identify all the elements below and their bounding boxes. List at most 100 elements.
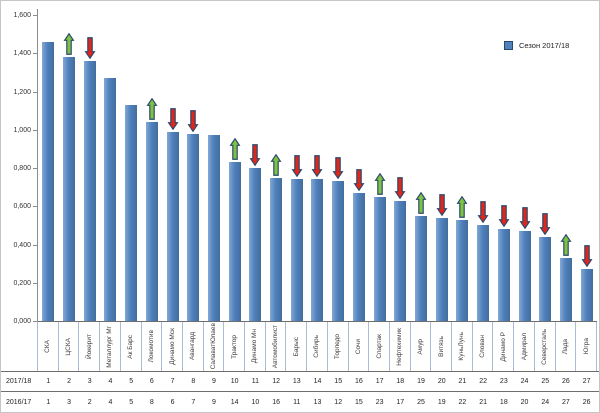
bar-column: [493, 1, 514, 321]
category-label: Йокерит: [85, 333, 93, 360]
rank-cell: 23: [375, 398, 384, 406]
category-label: Нефтехимик: [396, 327, 404, 366]
category-cell: Югра: [576, 322, 597, 371]
category-cell: Северсталь: [535, 322, 556, 371]
up-arrow-icon: [146, 98, 158, 120]
category-cell: КуньЛунь: [452, 322, 473, 371]
up-arrow-icon: [456, 196, 468, 218]
bar-column: [100, 1, 121, 321]
category-label: КуньЛунь: [458, 332, 466, 361]
rank-cell: 8: [191, 378, 196, 385]
category-cell: Ак Барс: [121, 322, 142, 371]
category-label: ЦСКА: [65, 337, 73, 356]
bar: [83, 61, 96, 321]
bar-column: [204, 1, 225, 321]
bar-column: [121, 1, 142, 321]
rank-cell: 2: [87, 398, 92, 406]
rank-cell: 4: [108, 398, 113, 406]
rank-cell: 13: [313, 398, 322, 406]
y-tick-label: 1,400: [13, 50, 31, 58]
y-tick-label: 1,000: [13, 126, 31, 134]
down-arrow-icon: [581, 245, 593, 267]
bar-column: [369, 1, 390, 321]
category-label: Сибирь: [313, 335, 321, 358]
down-arrow-icon: [332, 157, 344, 179]
category-label: Слован: [479, 335, 487, 358]
category-cell: Слован: [473, 322, 494, 371]
category-cell: Спартак: [369, 322, 390, 371]
rank-cell: 10: [251, 398, 260, 406]
category-cell: Трактор: [224, 322, 246, 371]
rank-cell: 27: [582, 378, 591, 385]
bar: [373, 197, 386, 321]
category-label: Динамо Р: [499, 331, 507, 362]
category-cell: Автомобилист: [266, 322, 287, 371]
y-tick-label: 0,200: [13, 279, 31, 287]
bar-column: [535, 1, 556, 321]
category-label: Адмирал: [520, 332, 528, 361]
category-label: СКА: [44, 340, 52, 353]
y-tick-mark: [33, 91, 37, 93]
y-tick-mark: [33, 129, 37, 131]
rank-cell: 19: [437, 398, 446, 406]
up-arrow-icon: [415, 192, 427, 214]
bar: [477, 225, 490, 321]
y-axis: 1,600 1,400 1,200 1,000 0,800 0,600 0,400 0,200…: [1, 1, 37, 412]
category-cell: Лада: [556, 322, 577, 371]
bar-column: [79, 1, 100, 321]
bar-column: [245, 1, 266, 321]
rank-cell: 13: [292, 378, 301, 385]
category-cell: Металлург Мг: [100, 322, 121, 371]
down-arrow-icon: [498, 205, 510, 227]
bar: [415, 216, 427, 321]
down-arrow-icon: [394, 177, 406, 199]
rank-cell: 25: [541, 378, 550, 385]
rank-cell: 3: [87, 378, 92, 385]
down-arrow-icon: [84, 37, 96, 59]
rank-cell: 7: [170, 378, 175, 385]
y-tick-label: 1,200: [13, 88, 31, 96]
bar: [518, 231, 531, 321]
rank-cell: 18: [499, 398, 508, 406]
rank-cell: 15: [355, 398, 363, 406]
rank-cell: 20: [520, 398, 529, 406]
category-label: Ак Барс: [127, 334, 135, 359]
category-cell: Барыс: [286, 322, 308, 371]
rank-cell: 11: [293, 398, 301, 406]
rank-cell: 7: [191, 398, 196, 406]
bar: [104, 78, 117, 321]
category-label: Торпедо: [334, 333, 342, 360]
category-label: Лада: [561, 338, 569, 355]
rank-cell: 27: [562, 398, 570, 406]
bar-column: [349, 1, 370, 321]
rank-cell: 18: [396, 378, 405, 385]
rank-cell: 17: [375, 378, 384, 385]
rank-cell: 1: [46, 398, 51, 406]
rank-cell: 4: [108, 378, 113, 385]
category-label: СалаватЮлаев: [209, 323, 217, 370]
rank-cell: 12: [272, 378, 280, 385]
rank-cell: 25: [417, 398, 425, 406]
bar-column: [431, 1, 452, 321]
rank-cell: 15: [334, 378, 343, 385]
bar: [332, 181, 345, 321]
category-label: Северсталь: [541, 328, 549, 365]
bar-column: [576, 1, 597, 321]
category-row: СКА ЦСКА Йокерит Металлург Мг Ак Барс Локомот…: [37, 321, 597, 371]
y-tick-mark: [33, 321, 37, 322]
y-axis-line: [37, 9, 38, 321]
category-label: Динамо Мск: [168, 328, 176, 365]
rank-cell: 2: [67, 378, 71, 385]
category-cell: Сочи: [349, 322, 370, 371]
y-tick-mark: [33, 244, 37, 246]
bar-column: [183, 1, 204, 321]
category-cell: Динамо Мск: [162, 322, 183, 371]
rank-row-2016-17: 2016/17 1 3 2 4 5 8 6 7 9 14 10 16 11 13 12 15 23 17 25 19 2…: [1, 392, 599, 412]
rank-cell: 22: [479, 378, 488, 385]
y-tick-mark: [33, 53, 37, 55]
category-label: Автомобилист: [272, 324, 280, 369]
rank-cell: 19: [417, 378, 425, 385]
rank-cell: 22: [458, 398, 467, 406]
rank-cell: 26: [582, 398, 591, 406]
